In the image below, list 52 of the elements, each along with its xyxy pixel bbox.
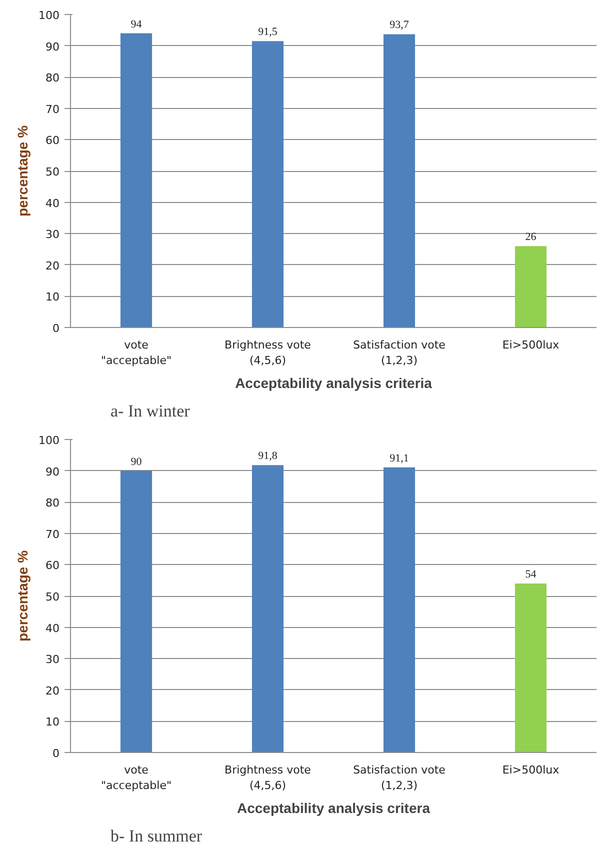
y-tick-label: 0 bbox=[52, 747, 60, 760]
x-tick-label: Satisfaction vote (1,2,3) bbox=[353, 764, 446, 792]
y-tick-label: 100 bbox=[38, 434, 60, 447]
y-tick-label: 0 bbox=[52, 322, 60, 335]
y-tick-label: 80 bbox=[46, 496, 60, 510]
data-label: 93,7 bbox=[390, 19, 410, 32]
y-tick-label: 100 bbox=[38, 9, 60, 22]
y-tick-label: 70 bbox=[46, 528, 60, 541]
bar bbox=[252, 41, 284, 328]
x-tick-label: Brightness vote (4,5,6) bbox=[224, 764, 312, 792]
data-label: 91,8 bbox=[258, 450, 278, 462]
x-axis-title: Acceptability analysis critera bbox=[237, 800, 430, 816]
y-tick-label: 50 bbox=[46, 590, 60, 604]
x-axis-title: Acceptability analysis criteria bbox=[235, 375, 432, 392]
x-tick-label: Ei>500lux bbox=[502, 338, 560, 352]
y-tick-label: 40 bbox=[46, 622, 60, 635]
y-tick-label: 60 bbox=[46, 559, 60, 572]
data-label: 54 bbox=[525, 568, 537, 580]
y-tick-label: 10 bbox=[46, 290, 60, 304]
x-tick-label: vote "acceptable" bbox=[100, 338, 172, 368]
bar bbox=[383, 34, 416, 328]
y-tick-label: 30 bbox=[46, 228, 60, 242]
text: b- In summer bbox=[110, 826, 202, 846]
data-label: 91,1 bbox=[390, 452, 409, 464]
bar bbox=[514, 246, 547, 328]
y-tick-label: 90 bbox=[46, 465, 60, 478]
y-axis-title: percentage % bbox=[14, 550, 31, 642]
y-tick-label: 80 bbox=[46, 72, 60, 85]
y-tick-label: 10 bbox=[46, 716, 60, 729]
data-label: 94 bbox=[130, 18, 142, 30]
bar bbox=[120, 33, 152, 328]
y-tick-label: 60 bbox=[46, 134, 60, 148]
data-label: 26 bbox=[525, 231, 537, 244]
text: a- In winter bbox=[110, 402, 190, 420]
y-tick-label: 20 bbox=[46, 259, 60, 272]
bar bbox=[120, 470, 152, 752]
bar bbox=[383, 467, 416, 752]
y-tick-label: 20 bbox=[46, 684, 60, 698]
x-tick-label: vote "acceptable" bbox=[100, 764, 172, 792]
x-tick-label: Brightness vote (4,5,6) bbox=[224, 338, 312, 368]
data-label: 91,5 bbox=[258, 26, 278, 38]
bar bbox=[514, 583, 547, 752]
y-tick-label: 50 bbox=[46, 166, 60, 178]
y-tick-label: 30 bbox=[46, 653, 60, 666]
y-tick-label: 70 bbox=[46, 102, 60, 116]
data-label: 90 bbox=[130, 456, 142, 468]
y-axis-title: percentage % bbox=[14, 124, 31, 217]
x-tick-label: Satisfaction vote (1,2,3) bbox=[353, 338, 446, 368]
y-tick-label: 90 bbox=[46, 40, 60, 54]
bar bbox=[252, 465, 284, 752]
y-tick-label: 40 bbox=[46, 196, 60, 210]
x-tick-label: Ei>500lux bbox=[502, 764, 560, 776]
